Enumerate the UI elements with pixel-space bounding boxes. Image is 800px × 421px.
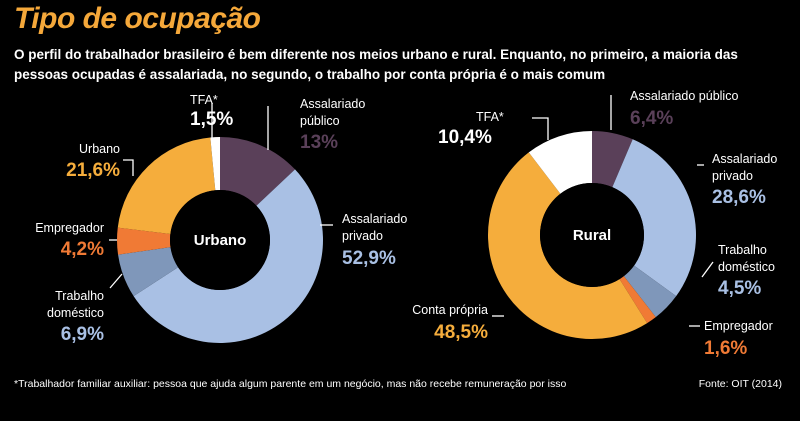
leader-lines-urbano: [109, 103, 333, 289]
value-rural-tfa: 10,4%: [438, 127, 492, 148]
value-urbano-urbano: 21,6%: [66, 160, 120, 181]
value-urbano-empregador: 4,2%: [61, 239, 104, 260]
label-rural-empregador: Empregador: [704, 319, 773, 333]
label-rural-assalariado-privado-2: privado: [712, 169, 753, 183]
label-rural-tfa: TFA*: [476, 110, 504, 124]
slice-rural-assalariado-privado: [612, 139, 696, 297]
label-urbano-assalariado-publico-1: Assalariado: [300, 97, 365, 111]
value-rural-empregador: 1,6%: [704, 338, 747, 359]
label-urbano-assalariado-privado-2: privado: [342, 229, 383, 243]
value-urbano-tfa: 1,5%: [190, 109, 233, 130]
label-rural-trabalho-domestico-2: doméstico: [718, 260, 775, 274]
value-rural-trabalho-domestico: 4,5%: [718, 278, 761, 299]
donut-hole: [170, 190, 270, 290]
page-title: Tipo de ocupação: [14, 2, 261, 35]
center-label: Rural: [573, 227, 611, 244]
slice-urbano-tfa: [210, 137, 220, 191]
footnote: *Trabalhador familiar auxiliar: pessoa q…: [14, 378, 567, 390]
donut-rural: Rural: [488, 131, 696, 339]
source: Fonte: OIT (2014): [698, 378, 782, 390]
label-urbano-tfa: TFA*: [190, 93, 218, 107]
value-rural-assalariado-publico: 6,4%: [630, 108, 673, 129]
slice-urbano-assalariado-privado: [133, 169, 324, 344]
slice-rural-trabalho-domestico: [623, 265, 677, 318]
label-urbano-urbano: Urbano: [79, 142, 120, 156]
slice-rural-tfa: [528, 131, 592, 194]
label-urbano-assalariado-publico-2: público: [300, 114, 340, 128]
label-rural-assalariado-publico: Assalariado público: [630, 89, 738, 103]
slice-rural-conta-propria: [488, 152, 648, 339]
donut-urbano: Urbano: [117, 137, 324, 344]
label-rural-assalariado-privado-1: Assalariado: [712, 152, 777, 166]
label-urbano-assalariado-privado-1: Assalariado: [342, 212, 407, 226]
label-rural-conta-propria: Conta própria: [412, 303, 488, 317]
slice-urbano-assalariado-publico: [220, 137, 296, 206]
value-urbano-trabalho-domestico: 6,9%: [61, 324, 104, 345]
slice-rural-empregador: [619, 276, 656, 324]
page-subtitle: O perfil do trabalhador brasileiro é bem…: [14, 47, 738, 82]
label-urbano-empregador: Empregador: [35, 221, 104, 235]
value-urbano-assalariado-privado: 52,9%: [342, 248, 396, 269]
label-urbano-trabalho-domestico-2: doméstico: [47, 306, 104, 320]
slice-urbano-trabalho-domestico: [118, 247, 179, 297]
value-urbano-assalariado-publico: 13%: [300, 132, 338, 153]
leader-lines-rural: [492, 95, 714, 327]
slice-rural-assalariado-publico: [592, 131, 633, 188]
center-label: Urbano: [194, 232, 247, 249]
label-urbano-trabalho-domestico-1: Trabalho: [55, 289, 104, 303]
slice-urbano-empregador: [117, 227, 171, 255]
value-rural-conta-propria: 48,5%: [434, 322, 488, 343]
label-rural-trabalho-domestico-1: Trabalho: [718, 243, 767, 257]
value-rural-assalariado-privado: 28,6%: [712, 187, 766, 208]
slice-urbano-urbano: [117, 137, 216, 234]
donut-hole: [540, 183, 644, 287]
